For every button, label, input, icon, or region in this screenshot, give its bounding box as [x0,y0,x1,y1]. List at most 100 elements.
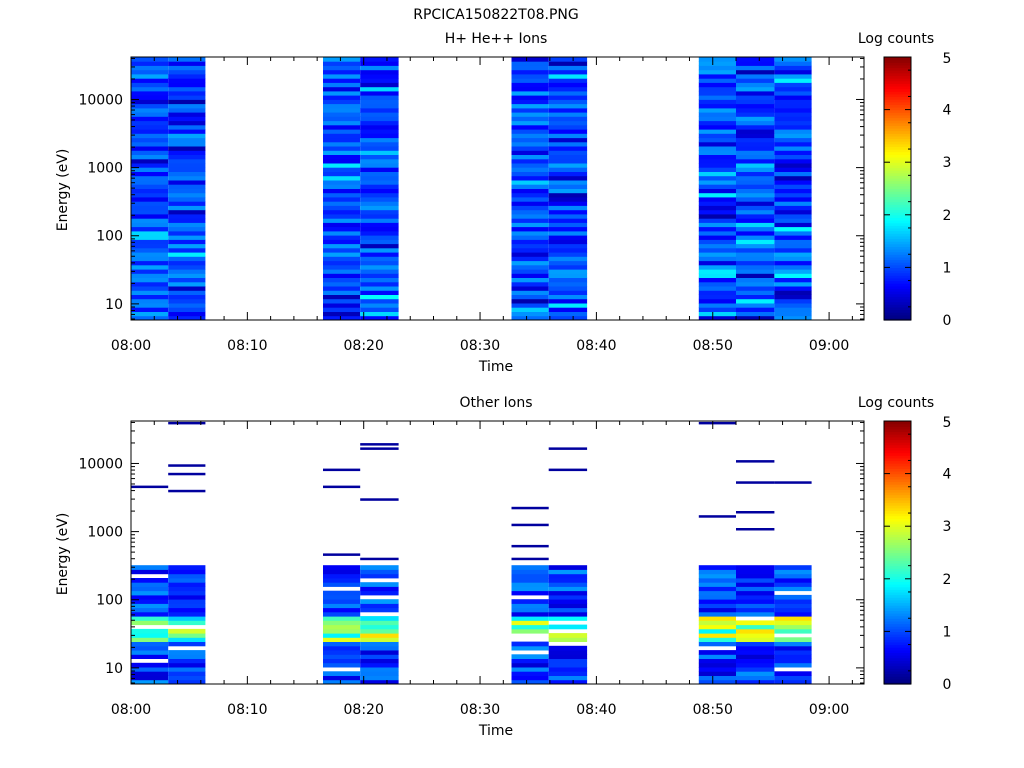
heatmap-cell [168,86,206,92]
heatmap-cell [736,307,775,312]
heatmap-cell [774,95,812,100]
heatmap-cell [548,658,588,664]
heatmap-cell [131,133,169,139]
colorbar-swatch [884,526,911,530]
heatmap-cell [168,188,206,194]
heatmap-cell [323,264,361,270]
heatmap-cell [698,218,736,223]
heatmap-cell [774,180,812,185]
colorbar-swatch [884,233,911,237]
colorbar-swatch [884,586,911,590]
heatmap-cell [168,599,206,604]
heatmap-cell [131,57,169,62]
colorbar-swatch [884,64,911,69]
heatmap-cell [511,86,549,92]
heatmap-cell [511,565,549,570]
heatmap-cell [323,57,361,62]
heatmap-cell [131,86,169,92]
heatmap-cell [774,290,812,295]
heatmap-cell [131,252,169,257]
heatmap-cell [736,460,775,463]
colorbar-swatch [884,573,911,577]
heatmap-cell [698,421,736,425]
heatmap-cell [168,307,206,312]
heatmap-cell [323,167,361,172]
heatmap-cell [360,269,399,274]
heatmap-cell [698,74,736,79]
heatmap-cell [548,141,588,147]
heatmap-cell [360,69,399,75]
heatmap-cell [774,129,812,134]
colorbar-swatch [884,452,911,456]
colorbar-swatch [884,112,911,116]
colorbar-swatch [884,227,911,232]
heatmap-cell [736,226,775,232]
colorbar-swatch [884,78,911,82]
heatmap-cell [360,662,399,668]
heatmap-cell [131,201,169,206]
colorbar-swatch [884,304,911,308]
heatmap-cell [736,243,775,249]
colorbar-swatch [884,301,911,305]
heatmap-cell [323,569,361,575]
heatmap-cell [360,565,399,570]
heatmap-cell [360,620,399,626]
heatmap-cell [736,679,775,685]
colorbar-swatch [884,552,911,556]
heatmap-cell [548,578,588,583]
heatmap-cell [511,201,549,206]
heatmap-cell [774,481,812,484]
colorbar-swatch [884,549,911,554]
heatmap-cell [774,154,812,160]
colorbar-swatch [884,560,911,564]
heatmap-cell [698,57,736,62]
colorbar-swatch [884,534,911,538]
heatmap-cell [168,679,206,685]
heatmap-cell [360,112,399,117]
heatmap-cell [774,303,812,308]
heatmap-cell [323,654,361,659]
heatmap-cell [774,222,812,228]
heatmap-cell [511,184,549,189]
heatmap-cell [168,235,206,240]
colorbar-swatch [884,581,911,585]
heatmap-cell [736,256,775,262]
heatmap-cell [360,590,399,596]
heatmap-cell [511,243,549,249]
heatmap-cell [323,269,361,274]
heatmap-cell [323,188,361,194]
heatmap-cell [774,120,812,126]
heatmap-cell [736,175,775,181]
colorbar-swatch [884,251,911,255]
heatmap-cell [360,205,399,211]
heatmap-cell [774,171,812,177]
heatmap-cell [736,628,775,634]
heatmap-cell [548,294,588,300]
heatmap-cell [698,303,736,308]
heatmap-cell [131,641,169,647]
heatmap-cell [736,235,775,240]
colorbar-swatch [884,507,911,512]
heatmap-cell [698,95,736,100]
heatmap-cell [168,264,206,270]
colorbar-swatch [884,655,911,659]
colorbar-swatch [884,578,911,583]
heatmap-cell [511,667,549,672]
heatmap-cell [698,235,736,240]
heatmap-cell [168,294,206,300]
colorbar-swatch [884,238,911,242]
heatmap-cell [168,269,206,274]
heatmap-cell [131,594,169,600]
heatmap-cell [323,553,361,556]
colorbar-swatch [884,476,911,480]
heatmap-cell [548,256,588,262]
heatmap-cell [511,129,549,134]
heatmap-cell [323,573,361,579]
heatmap-cell [360,107,399,113]
heatmap-cell [698,150,736,155]
heatmap-cell [698,578,736,583]
heatmap-cell [736,565,775,570]
colorbar-swatch [884,172,911,176]
heatmap-cell [360,184,399,189]
heatmap-cell [168,112,206,117]
